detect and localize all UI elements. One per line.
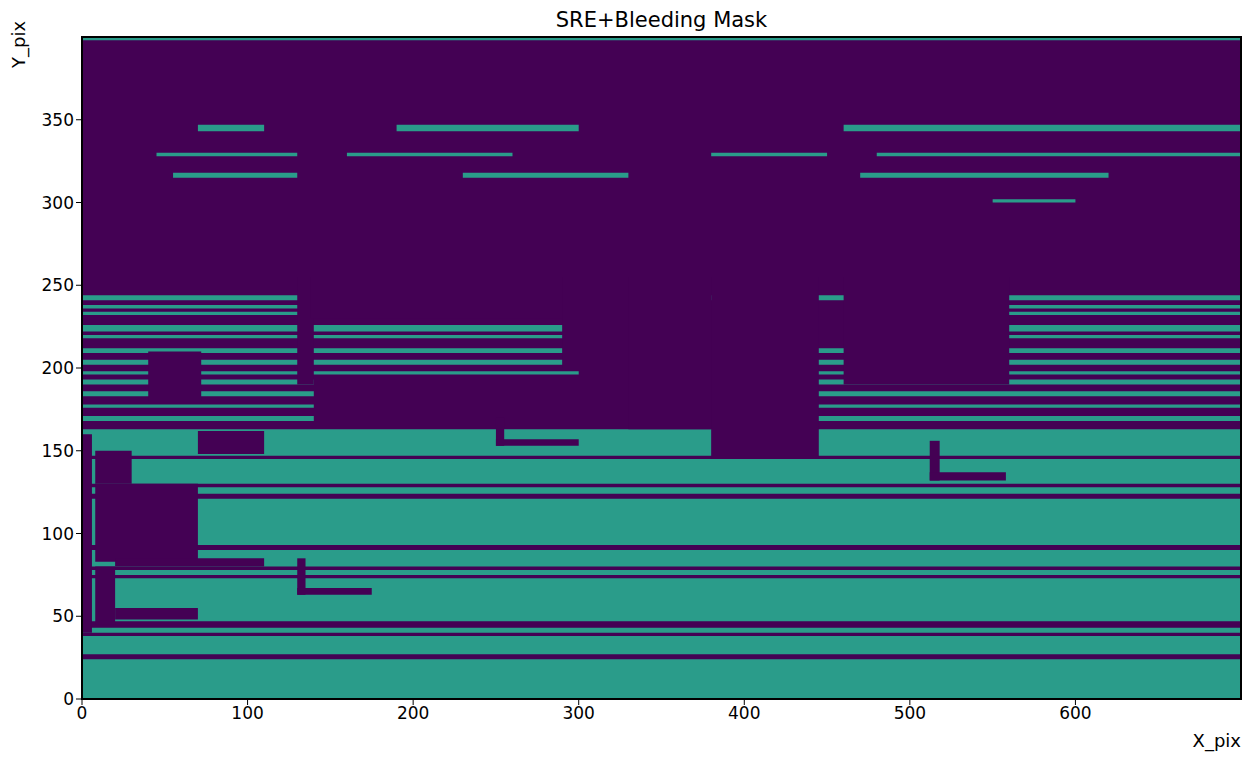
svg-text:200: 200: [42, 358, 74, 378]
svg-text:50: 50: [52, 606, 74, 626]
html-text:SRE+Bleeding Mask: SRE+Bleeding Mask: [555, 8, 768, 32]
svg-text:600: 600: [1059, 703, 1091, 723]
svg-text:200: 200: [397, 703, 429, 723]
svg-text:100: 100: [231, 703, 263, 723]
svg-text:300: 300: [42, 193, 74, 213]
svg-text:250: 250: [42, 275, 74, 295]
svg-text:400: 400: [728, 703, 760, 723]
svg-text:500: 500: [894, 703, 926, 723]
svg-text:0: 0: [77, 703, 88, 723]
svg-text:0: 0: [63, 689, 74, 709]
svg-text:100: 100: [42, 524, 74, 544]
html-text:X_pix: X_pix: [1192, 730, 1241, 751]
svg-text:150: 150: [42, 441, 74, 461]
svg-text:300: 300: [562, 703, 594, 723]
svg-text:350: 350: [42, 110, 74, 130]
html-text:Y_pix: Y_pix: [8, 20, 29, 68]
